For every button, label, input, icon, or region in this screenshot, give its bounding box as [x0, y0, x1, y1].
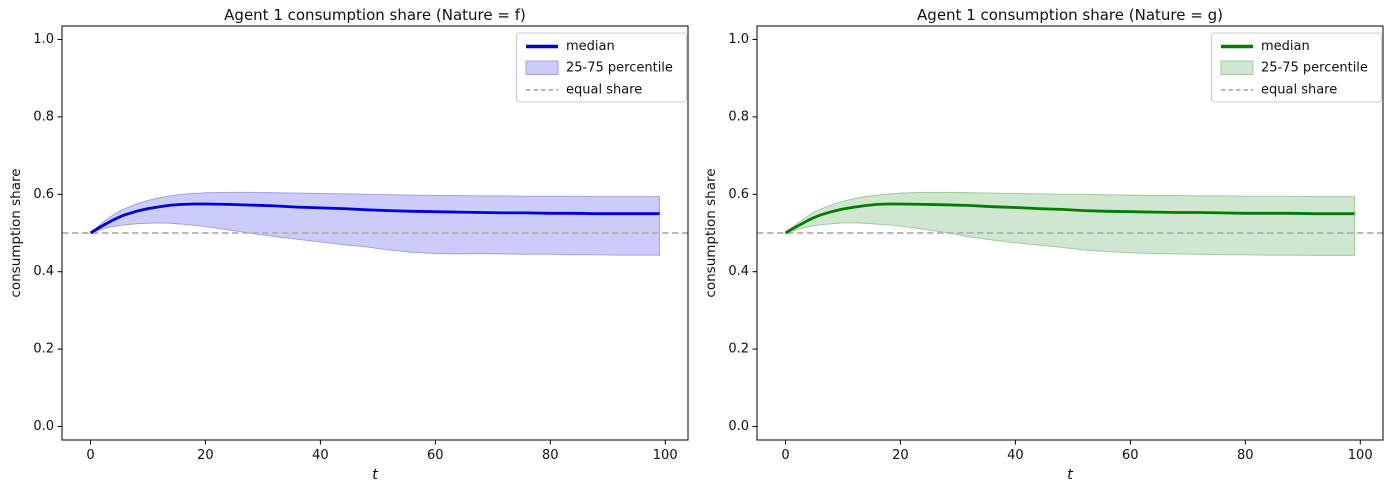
- y-tick-label: 0.0: [728, 419, 749, 434]
- chart-nature-f: Agent 1 consumption share (Nature = f) c…: [8, 6, 689, 483]
- legend-label-median: median: [566, 39, 615, 54]
- x-tick-label: 60: [1122, 448, 1139, 463]
- plot-area: [752, 25, 1384, 445]
- y-tick-label: 0.2: [33, 342, 54, 357]
- x-tick-label: 80: [542, 448, 559, 463]
- y-axis-label: consumption share: [8, 168, 24, 297]
- axes-frame: [756, 25, 1384, 441]
- y-tick-label: 0.8: [33, 109, 54, 124]
- x-tick-label: 0: [781, 448, 789, 463]
- y-tick-label: 0.4: [728, 264, 749, 279]
- legend-label-equal-share: equal share: [1261, 83, 1337, 98]
- panel-nature-f: Agent 1 consumption share (Nature = f) c…: [8, 6, 689, 483]
- legend-label-median: median: [1261, 39, 1310, 54]
- median-line: [89, 202, 660, 235]
- chart-title: Agent 1 consumption share (Nature = f): [224, 6, 526, 24]
- x-axis-label: t: [372, 467, 379, 483]
- panel-nature-g: Agent 1 consumption share (Nature = g) c…: [695, 0, 1390, 490]
- plot-area: [57, 25, 689, 445]
- chart-nature-g: Agent 1 consumption share (Nature = g) c…: [703, 6, 1384, 483]
- x-tick-label: 0: [86, 448, 94, 463]
- x-tick-label: 100: [1348, 448, 1373, 463]
- median-line: [784, 202, 1355, 235]
- y-tick-label: 0.2: [728, 342, 749, 357]
- legend-box: [1211, 32, 1382, 103]
- x-tick-label: 100: [653, 448, 678, 463]
- x-tick-label: 40: [312, 448, 329, 463]
- legend-band-sample: [1220, 60, 1254, 75]
- x-tick-label: 40: [1007, 448, 1024, 463]
- y-axis-label: consumption share: [703, 168, 719, 297]
- percentile-band: [785, 191, 1355, 256]
- legend-label-equal-share: equal share: [566, 83, 642, 98]
- y-tick-label: 0.8: [728, 109, 749, 124]
- x-tick-label: 80: [1237, 448, 1254, 463]
- y-tick-label: 1.0: [33, 32, 54, 47]
- legend-box: [516, 32, 687, 103]
- chart-title: Agent 1 consumption share (Nature = g): [917, 6, 1223, 24]
- x-axis-label: t: [1067, 467, 1074, 483]
- legend-label-percentile: 25-75 percentile: [1261, 60, 1368, 75]
- x-tick-label: 20: [197, 448, 214, 463]
- y-tick-label: 0.6: [33, 187, 54, 202]
- y-tick-label: 1.0: [728, 32, 749, 47]
- legend-band-sample: [525, 60, 559, 75]
- percentile-band: [90, 191, 660, 256]
- legend-label-percentile: 25-75 percentile: [566, 60, 673, 75]
- y-tick-label: 0.0: [33, 419, 54, 434]
- x-tick-label: 20: [892, 448, 909, 463]
- axes-frame: [61, 25, 689, 441]
- y-tick-label: 0.4: [33, 264, 54, 279]
- y-tick-label: 0.6: [728, 187, 749, 202]
- x-tick-label: 60: [427, 448, 444, 463]
